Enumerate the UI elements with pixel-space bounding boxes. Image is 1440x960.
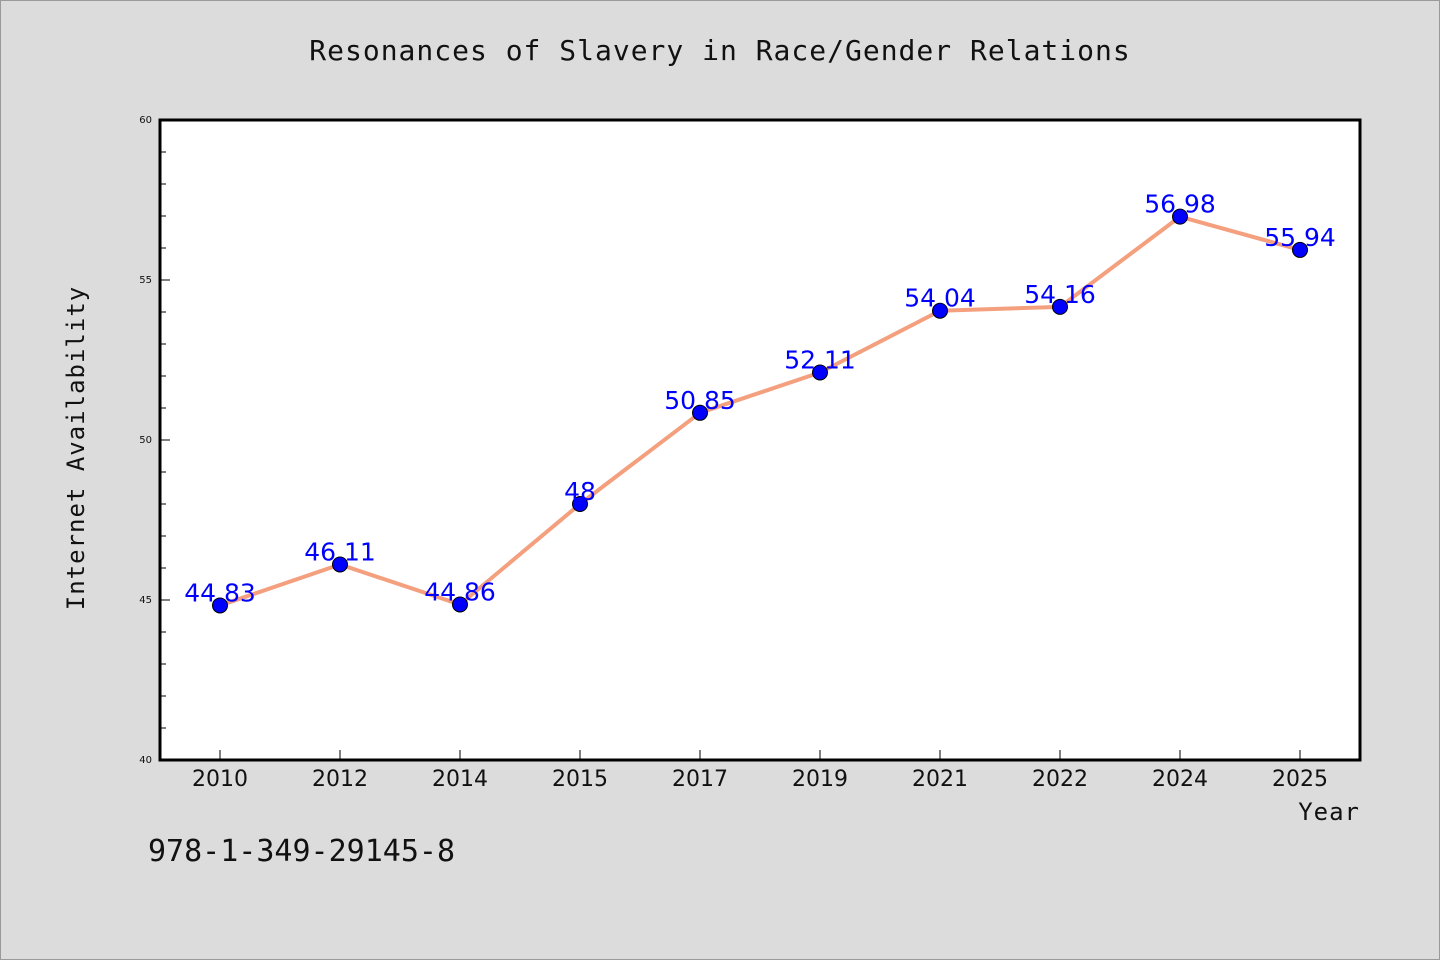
data-point (812, 364, 828, 381)
x-tick-label: 2017 (672, 767, 728, 792)
x-axis: 2010 2012 2014 2015 2017 2019 2021 2022 2024 2025 (192, 750, 1328, 792)
data-point (692, 404, 708, 421)
data-label: 52.11 (784, 345, 856, 374)
y-tick-label: 50 (139, 435, 152, 446)
data-label: 50.85 (664, 386, 736, 415)
plot-area (160, 120, 1360, 760)
data-point (1052, 298, 1068, 315)
x-tick-label: 2022 (1032, 767, 1088, 792)
data-point (932, 302, 948, 319)
data-point (332, 556, 348, 573)
y-axis-title: Internet Availability (62, 286, 90, 610)
plot-border (158, 118, 1362, 762)
data-label: 44.86 (424, 577, 496, 606)
chart-title: Resonances of Slavery in Race/Gender Rel… (309, 34, 1131, 67)
x-tick-label: 2012 (312, 767, 368, 792)
data-label: 46.11 (304, 537, 376, 566)
x-axis-title: Year (1298, 798, 1360, 826)
x-tick-label: 2014 (432, 767, 488, 792)
y-tick-label: 60 (139, 115, 152, 126)
data-point (212, 597, 228, 614)
data-markers (212, 208, 1308, 614)
y-tick-label: 55 (139, 275, 152, 286)
data-label: 44.83 (184, 578, 256, 607)
data-point (452, 596, 468, 613)
x-tick-label: 2019 (792, 767, 848, 792)
x-tick-label: 2025 (1272, 767, 1328, 792)
data-point (572, 496, 588, 512)
data-point (1172, 208, 1188, 225)
isbn-label: 978-1-349-29145-8 (148, 834, 456, 869)
series-line (218, 214, 1302, 608)
data-label: 54.16 (1024, 280, 1096, 309)
data-label: 55.94 (1264, 223, 1336, 252)
x-tick-label: 2021 (912, 767, 968, 792)
data-labels: 44.83 46.11 44.86 48 50.85 52.11 54.04 54.16 56.… (184, 190, 1336, 608)
data-label: 54.04 (904, 284, 976, 313)
x-tick-label: 2024 (1152, 767, 1208, 792)
data-label: 56.98 (1144, 190, 1216, 219)
x-tick-label: 2010 (192, 767, 248, 792)
data-label: 48 (564, 477, 596, 506)
data-point (1292, 241, 1308, 258)
y-tick-label: 45 (139, 595, 152, 606)
y-tick-label: 40 (139, 755, 152, 766)
x-tick-label: 2015 (552, 767, 608, 792)
